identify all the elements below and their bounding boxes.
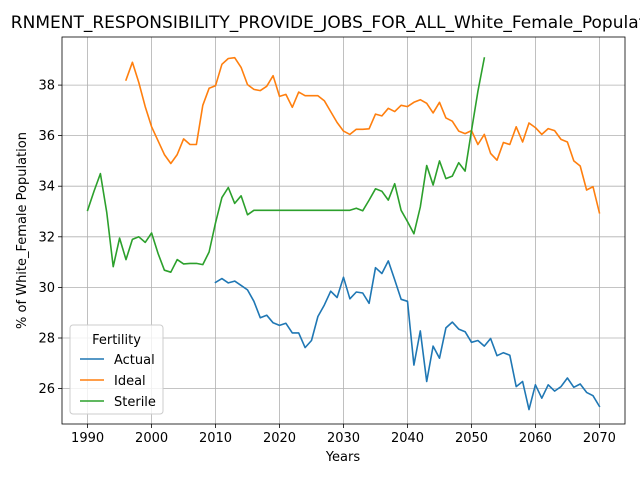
legend-frame	[69, 324, 164, 415]
y-tick-label: 30	[38, 281, 55, 296]
legend-label-actual: Actual	[114, 353, 155, 368]
x-axis-label: Years	[325, 450, 361, 465]
series-line-sterile	[86, 57, 486, 274]
x-tick-label: 2010	[199, 431, 232, 446]
plot-series	[86, 56, 601, 411]
chart-title: RNMENT_RESPONSIBILITY_PROVIDE_JOBS_FOR_A…	[11, 13, 640, 33]
axis-ticks: 1990 2000 2010 2020 2030 2040 2050 2060 2070 26 28…	[38, 79, 615, 446]
x-tick-label: 2050	[455, 431, 488, 446]
x-tick-label: 2030	[327, 431, 360, 446]
legend-title: Fertility	[92, 333, 141, 348]
x-tick-label: 2000	[135, 431, 168, 446]
y-tick-label: 26	[38, 382, 55, 397]
y-tick-label: 32	[38, 230, 55, 245]
x-tick-label: 2060	[519, 431, 552, 446]
y-tick-label: 36	[38, 129, 55, 144]
legend: Fertility Actual Ideal Sterile	[69, 324, 164, 415]
series-line-actual	[214, 260, 601, 411]
x-tick-label: 2070	[583, 431, 616, 446]
x-tick-label: 2020	[263, 431, 296, 446]
legend-items: Actual Ideal Sterile	[80, 353, 156, 410]
y-axis-label: % of White_Female Population	[15, 132, 30, 329]
x-tick-label: 1990	[71, 431, 104, 446]
y-tick-label: 34	[38, 180, 55, 195]
y-tick-label: 38	[38, 79, 55, 94]
legend-label-ideal: Ideal	[114, 374, 146, 389]
x-tick-label: 2040	[391, 431, 424, 446]
series-line-ideal	[124, 56, 601, 214]
legend-label-sterile: Sterile	[114, 395, 156, 410]
y-tick-label: 28	[38, 332, 55, 347]
